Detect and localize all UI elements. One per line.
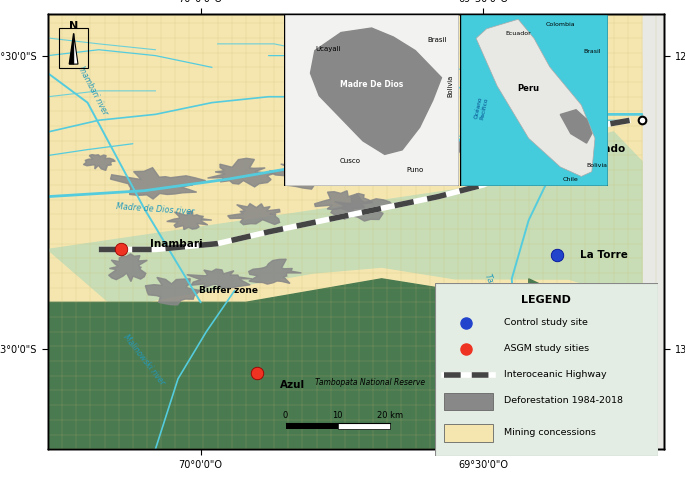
Polygon shape xyxy=(48,279,642,449)
Text: Bolivia: Bolivia xyxy=(447,74,453,97)
Polygon shape xyxy=(529,14,642,173)
Polygon shape xyxy=(69,33,74,64)
Text: Ucayali: Ucayali xyxy=(315,45,340,52)
Polygon shape xyxy=(110,168,206,199)
Polygon shape xyxy=(434,137,479,153)
Text: Brasil: Brasil xyxy=(427,37,447,43)
Bar xyxy=(59,28,88,68)
Text: Inambari river: Inambari river xyxy=(76,65,110,116)
Text: Buffer zone: Buffer zone xyxy=(199,286,258,295)
Text: Colombia: Colombia xyxy=(545,22,575,27)
Text: Bolivia: Bolivia xyxy=(586,163,608,168)
Polygon shape xyxy=(331,194,393,221)
Text: Chile: Chile xyxy=(563,177,579,182)
Polygon shape xyxy=(358,146,445,179)
Text: Océano
Pacífico: Océano Pacífico xyxy=(474,96,489,120)
Text: La Torre: La Torre xyxy=(580,250,627,260)
Text: Puerto Maldonado: Puerto Maldonado xyxy=(516,144,625,154)
Polygon shape xyxy=(166,211,212,229)
Polygon shape xyxy=(145,277,201,305)
Bar xyxy=(286,423,338,428)
Text: Azul: Azul xyxy=(280,380,305,390)
Polygon shape xyxy=(249,259,301,284)
Polygon shape xyxy=(314,191,373,214)
Polygon shape xyxy=(560,110,592,143)
Text: Control study site: Control study site xyxy=(504,318,588,327)
Bar xyxy=(444,393,493,411)
Polygon shape xyxy=(84,155,115,170)
Polygon shape xyxy=(529,161,642,302)
Bar xyxy=(444,424,493,441)
Bar xyxy=(338,423,390,428)
Text: Tambopata National Reserve: Tambopata National Reserve xyxy=(315,378,425,386)
Polygon shape xyxy=(476,19,595,176)
Text: Interoceanic Highway: Interoceanic Highway xyxy=(504,370,607,379)
Polygon shape xyxy=(227,204,280,225)
Text: Puno: Puno xyxy=(407,168,424,173)
Polygon shape xyxy=(310,28,441,155)
Text: Madre De Dios: Madre De Dios xyxy=(340,80,403,89)
Text: Brasil: Brasil xyxy=(583,49,601,54)
Text: Malinowski river: Malinowski river xyxy=(121,332,166,386)
Polygon shape xyxy=(48,14,642,332)
Text: LEGEND: LEGEND xyxy=(521,295,571,305)
Polygon shape xyxy=(109,254,147,282)
Polygon shape xyxy=(208,158,275,187)
Text: Inambari: Inambari xyxy=(150,239,202,249)
Text: Ecuador: Ecuador xyxy=(506,31,531,36)
Text: 20 km: 20 km xyxy=(377,411,403,420)
Text: Madre de Dios river: Madre de Dios river xyxy=(359,114,438,134)
Text: N: N xyxy=(69,20,78,30)
Polygon shape xyxy=(187,269,252,288)
Polygon shape xyxy=(48,132,642,308)
Text: Deforestation 1984-2018: Deforestation 1984-2018 xyxy=(504,396,623,405)
Text: ASGM study sities: ASGM study sities xyxy=(504,344,589,353)
Text: Mining concessions: Mining concessions xyxy=(504,427,596,437)
Text: 0: 0 xyxy=(283,411,288,420)
Polygon shape xyxy=(529,279,642,449)
Text: Cusco: Cusco xyxy=(339,158,360,164)
Text: Peru: Peru xyxy=(518,84,540,93)
Text: Tambopata river: Tambopata river xyxy=(484,272,515,334)
Text: 10: 10 xyxy=(332,411,342,420)
Text: Laberinto: Laberinto xyxy=(382,151,438,160)
Polygon shape xyxy=(74,33,78,64)
Text: Madre de Dios river: Madre de Dios river xyxy=(116,202,195,216)
Polygon shape xyxy=(269,156,345,189)
